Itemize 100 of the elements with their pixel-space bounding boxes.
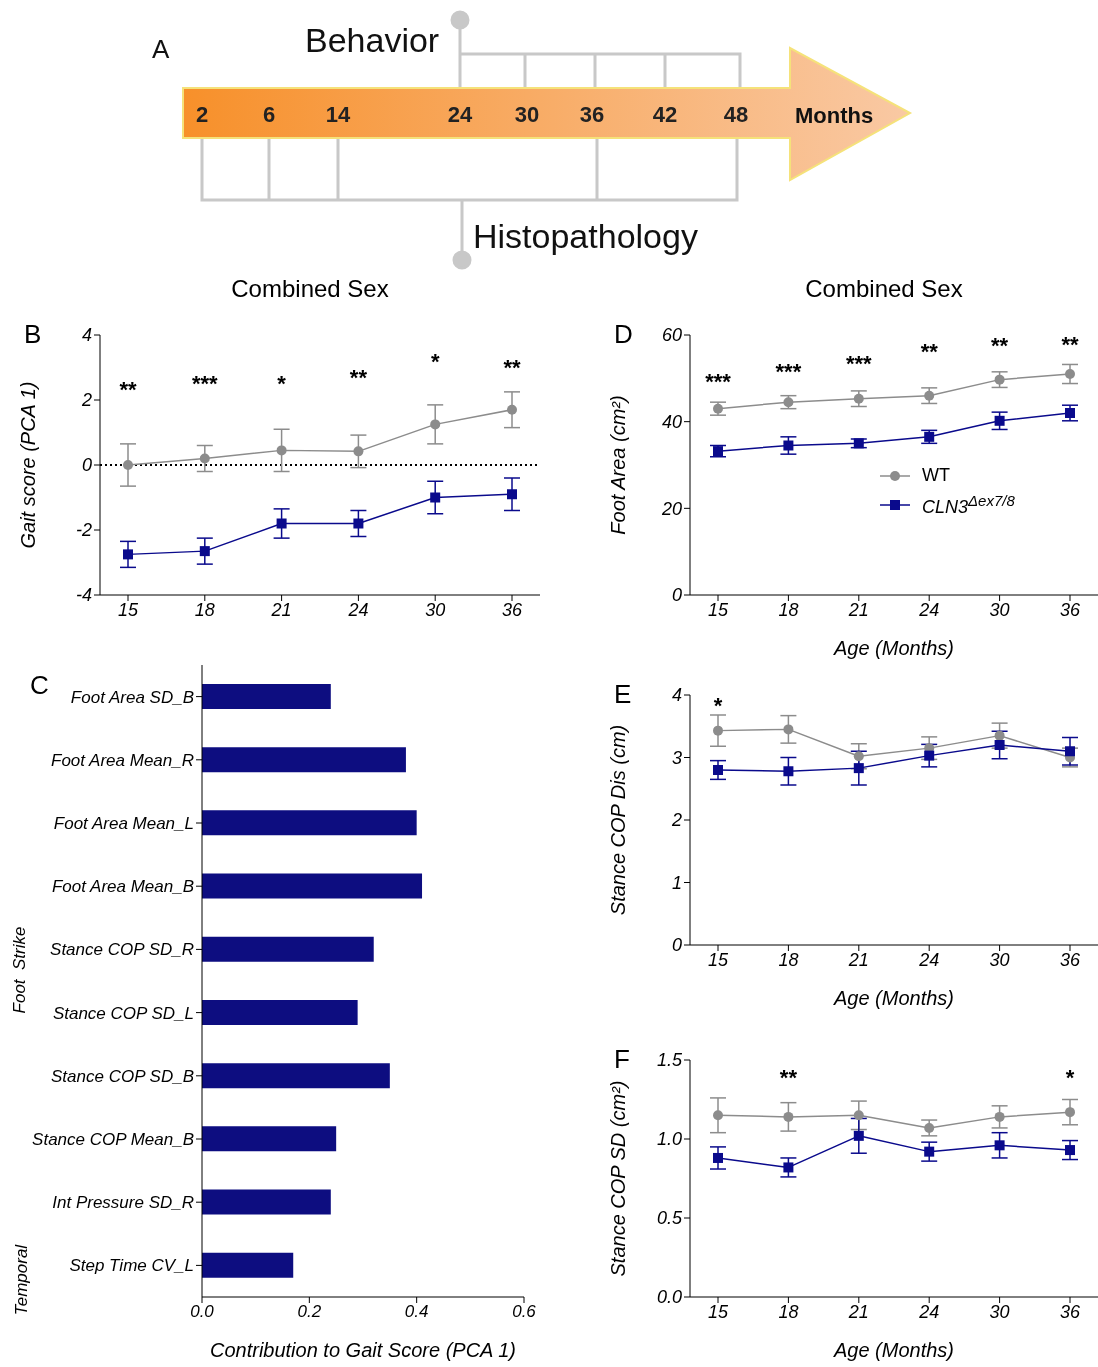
point xyxy=(353,446,364,457)
x-tick-label: 24 xyxy=(918,949,940,970)
x-tick-label: 18 xyxy=(778,599,799,620)
x-tick-label: 21 xyxy=(847,599,869,620)
point xyxy=(924,390,935,401)
x-tick-label: 30 xyxy=(425,599,446,620)
y-tick-label: 4 xyxy=(81,325,92,346)
bar xyxy=(202,1126,337,1152)
x-tick-label: 36 xyxy=(501,599,523,620)
text: E xyxy=(614,679,632,710)
y-tick-label: 60 xyxy=(661,325,682,346)
bar xyxy=(202,747,406,773)
chart-title: Combined Sex xyxy=(804,275,964,304)
x-axis-title: Contribution to Gait Score (PCA 1) xyxy=(209,1339,517,1361)
point xyxy=(430,419,441,430)
annotation: *** xyxy=(705,368,732,394)
point xyxy=(783,397,794,408)
point xyxy=(507,489,517,500)
x-tick-label: 30 xyxy=(989,1301,1010,1322)
category-label: 30 xyxy=(514,102,540,127)
x-tick-label: 0.6 xyxy=(512,1302,537,1322)
x-tick-label: 15 xyxy=(117,599,139,620)
y-tick-label: 2 xyxy=(670,810,682,831)
x-tick-label: 21 xyxy=(847,949,869,970)
point xyxy=(353,518,364,529)
y-tick-label: 0 xyxy=(81,455,92,476)
chart-title: Combined Sex xyxy=(230,275,390,304)
point xyxy=(994,374,1005,385)
point xyxy=(853,393,864,404)
point xyxy=(924,750,935,761)
point xyxy=(924,1122,935,1133)
x-axis-title: Age (Months) xyxy=(832,637,955,659)
text: B xyxy=(24,319,42,350)
x-tick-label: 36 xyxy=(1059,949,1081,970)
y-tick-label: -4 xyxy=(75,585,92,606)
text: Months xyxy=(795,103,874,128)
point xyxy=(853,1110,864,1121)
bar xyxy=(202,683,331,709)
text: Histopathology xyxy=(473,217,698,255)
point xyxy=(276,445,287,456)
y-tick-label: Stance COP SD_R xyxy=(50,940,194,960)
x-tick-label: 21 xyxy=(847,1301,869,1322)
point xyxy=(853,438,864,449)
text: Foot Strike xyxy=(10,926,30,1014)
y-tick-label: -2 xyxy=(75,520,92,541)
y-tick-label: 0 xyxy=(671,585,682,606)
x-tick-label: 18 xyxy=(778,1301,799,1322)
point xyxy=(994,1111,1005,1122)
annotation: ** xyxy=(503,354,521,380)
x-tick-label: 0.0 xyxy=(190,1302,215,1322)
point xyxy=(713,403,723,414)
text: Temporal xyxy=(12,1244,32,1316)
point xyxy=(783,440,794,451)
y-tick-label: Foot Area Mean_R xyxy=(51,750,194,770)
category-label: 24 xyxy=(447,102,473,127)
y-axis-title: Gait score (PCA 1) xyxy=(17,381,40,549)
bar xyxy=(202,1063,390,1089)
y-tick-label: 20 xyxy=(660,498,682,519)
x-axis-title: Age (Months) xyxy=(832,987,955,1009)
point xyxy=(994,740,1005,750)
point xyxy=(783,1111,794,1122)
point xyxy=(123,460,133,470)
point xyxy=(713,446,723,457)
point xyxy=(507,404,517,415)
annotation: ** xyxy=(1061,331,1079,357)
point xyxy=(1065,408,1075,418)
x-tick-label: 15 xyxy=(707,949,729,970)
text: D xyxy=(614,319,633,350)
annotation: ** xyxy=(920,338,939,364)
point xyxy=(713,725,723,736)
x-tick-label: 15 xyxy=(707,599,729,620)
text: Behavior xyxy=(305,21,440,59)
point xyxy=(430,492,441,503)
point xyxy=(199,453,210,464)
legend-label: WT xyxy=(922,465,950,486)
y-tick-label: Stance COP SD_L xyxy=(52,1003,194,1023)
x-tick-label: 24 xyxy=(347,599,369,620)
point xyxy=(783,766,794,777)
x-tick-label: 36 xyxy=(1059,599,1081,620)
y-tick-label: 4 xyxy=(671,685,682,706)
category-label: 48 xyxy=(723,102,749,127)
text: A xyxy=(152,34,170,64)
category-label: 14 xyxy=(325,102,351,127)
text: F xyxy=(614,1044,630,1075)
point xyxy=(924,1146,935,1157)
category-label: 6 xyxy=(262,102,276,127)
point xyxy=(276,518,287,529)
x-tick-label: 30 xyxy=(989,599,1010,620)
category-label: 42 xyxy=(652,102,678,127)
annotation: * xyxy=(713,692,723,718)
point xyxy=(924,431,935,442)
x-tick-label: 0.2 xyxy=(297,1302,322,1322)
point xyxy=(1065,1107,1075,1118)
annotation: ** xyxy=(991,332,1009,358)
bar xyxy=(202,1189,331,1215)
x-tick-label: 15 xyxy=(707,1301,729,1322)
point xyxy=(853,751,864,762)
point xyxy=(713,765,723,775)
y-tick-label: 1.0 xyxy=(656,1129,682,1150)
y-tick-label: 40 xyxy=(661,412,682,433)
